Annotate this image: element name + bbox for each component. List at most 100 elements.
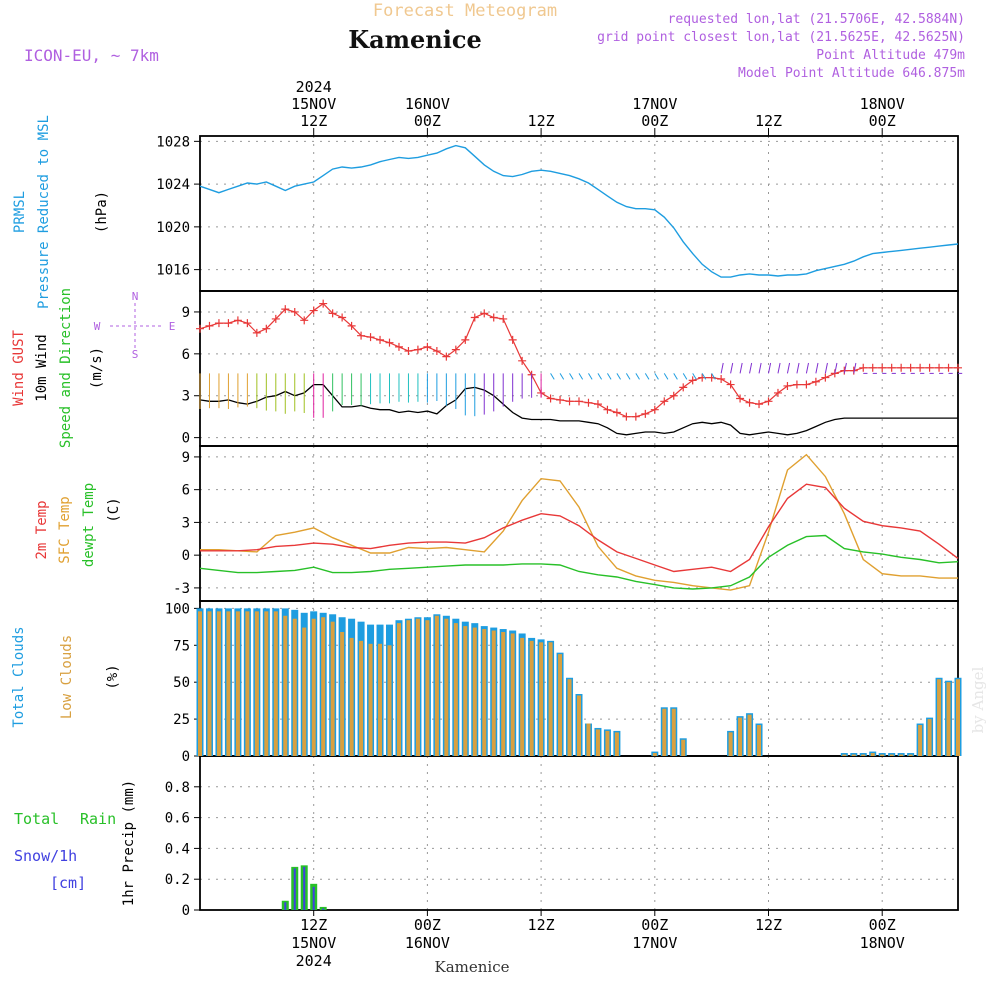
temp-label-2m: 2m Temp	[34, 500, 50, 559]
gust-point	[925, 363, 934, 372]
gust-point	[641, 409, 650, 418]
model-altitude: Model Point Altitude 646.875m	[738, 66, 965, 81]
gust-point	[319, 299, 328, 308]
wind-arrow	[824, 362, 828, 374]
gust-point	[575, 397, 583, 406]
x-tick-label: 18NOV	[860, 95, 905, 113]
gust-point	[679, 383, 688, 392]
compass-w: W	[94, 320, 101, 333]
low-cloud-bar	[368, 643, 373, 756]
low-cloud-bar	[245, 611, 250, 756]
gust-point	[897, 363, 906, 372]
temp-2m-line	[200, 483, 959, 573]
y-tick-label: 0.4	[165, 841, 190, 857]
model-name: ICON-EU, ~ 7km	[24, 46, 159, 65]
gust-point	[603, 405, 612, 414]
x-tick-label: 15NOV	[291, 95, 336, 113]
low-cloud-bar	[501, 632, 506, 756]
gust-point	[480, 309, 489, 318]
precip-axis-labels: Total Rain Snow/1h [cm] 1hr Precip (mm)	[14, 780, 137, 906]
y-tick-label: 1016	[156, 263, 190, 279]
x-tick-label: 00Z	[641, 916, 668, 934]
low-cloud-bar	[529, 640, 534, 756]
low-cloud-bar	[349, 637, 354, 756]
wind-label-10m: 10m Wind	[34, 334, 50, 401]
gust-point	[309, 306, 318, 315]
compass-s: S	[132, 348, 139, 361]
gust-point	[281, 305, 290, 314]
wind-arrow	[815, 362, 819, 374]
credit: by Angel	[969, 666, 987, 733]
y-tick-label: 1020	[156, 220, 190, 236]
gust-point	[252, 328, 261, 337]
gust-point	[745, 398, 754, 407]
low-cloud-bar	[406, 620, 411, 756]
panel-temperature: -3 0 3 6 9	[173, 445, 959, 602]
x-tick-label: 2024	[296, 952, 332, 970]
low-cloud-bar	[842, 754, 847, 756]
gust-point	[328, 309, 337, 318]
snow-precip-bar	[322, 908, 325, 910]
low-cloud-bar	[681, 739, 686, 756]
x-tick-label: 12Z	[755, 916, 782, 934]
total-precip-bar	[319, 906, 327, 910]
low-cloud-bar	[956, 679, 960, 756]
x-tick-label: 12Z	[528, 916, 555, 934]
gust-point	[214, 319, 223, 328]
x-tick-label: 17NOV	[632, 95, 677, 113]
y-tick-label: 0.8	[165, 780, 190, 796]
low-cloud-bar	[671, 708, 676, 756]
dewpt-temp-line	[199, 534, 959, 590]
x-tick-label: 2024	[296, 78, 332, 96]
x-tick-label: 12Z	[300, 112, 327, 130]
precip-label-snow: Snow/1h	[14, 847, 77, 865]
y-tick-label: 9	[182, 305, 190, 321]
wind-arrow	[616, 373, 621, 380]
wind-arrow	[682, 373, 688, 380]
low-cloud-bar	[463, 626, 468, 756]
low-cloud-bar	[728, 732, 733, 756]
x-tick-label: 12Z	[528, 112, 555, 130]
precip-bars	[200, 865, 958, 911]
gust-point	[290, 307, 299, 316]
gust-point	[650, 405, 659, 414]
gust-point	[593, 400, 602, 409]
x-tick-label: 16NOV	[405, 95, 450, 113]
low-cloud-bar	[396, 623, 401, 756]
gust-point	[442, 352, 451, 361]
wind-label-gust: Wind GUST	[11, 330, 27, 406]
wind-arrow	[786, 362, 791, 374]
gust-point	[423, 342, 432, 351]
low-cloud-bar	[359, 640, 364, 756]
cloud-axis-labels: Total Clouds Low Clouds (%)	[11, 626, 121, 727]
pressure-line	[199, 144, 959, 278]
x-tick-label: 12Z	[300, 916, 327, 934]
gust-point	[755, 400, 764, 409]
gust-point	[954, 363, 962, 372]
gust-point	[394, 342, 403, 351]
wind-arrow	[739, 362, 743, 374]
grid-coords: grid point closest lon,lat (21.5625E, 42…	[597, 30, 965, 45]
low-cloud-bar	[548, 642, 553, 756]
wind-arrow	[692, 373, 697, 380]
y-tick-label: 6	[182, 347, 190, 363]
gust-point	[233, 316, 242, 325]
low-cloud-bar	[937, 679, 942, 756]
gust-point	[736, 394, 745, 403]
low-cloud-bar	[870, 753, 875, 756]
y-tick-label: 0	[182, 903, 190, 919]
low-cloud-bar	[567, 679, 572, 756]
low-cloud-bar	[738, 717, 743, 756]
wind-arrow	[711, 373, 716, 380]
panel-frame	[199, 135, 959, 292]
snow-precip-bar	[303, 866, 306, 910]
gust-point	[622, 412, 631, 421]
cloud-label-low: Low Clouds	[59, 635, 75, 719]
low-cloud-bar	[520, 637, 525, 756]
low-cloud-bar	[434, 615, 439, 756]
low-cloud-bar	[226, 611, 231, 756]
gust-point	[196, 324, 204, 333]
y-tick-label: 0	[182, 749, 190, 765]
low-cloud-bar	[747, 714, 752, 756]
